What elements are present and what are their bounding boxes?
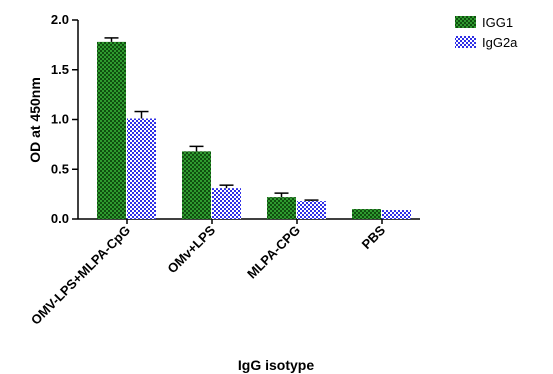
x-axis-title: IgG isotype <box>238 357 314 373</box>
bar-igg1-3 <box>352 209 381 219</box>
x-tick-label: OMv+LPS <box>164 222 218 276</box>
y-tick-label: 1.5 <box>51 62 69 77</box>
bar-igg2a-3 <box>382 210 411 219</box>
bar-igg1-2 <box>267 197 296 219</box>
x-tick-label: PBS <box>359 222 389 252</box>
y-axis-title: OD at 450nm <box>27 77 43 163</box>
bar-igg2a-1 <box>212 188 241 219</box>
x-tick-label: OMV-LPS+MLPA-CpG <box>28 223 133 328</box>
bar-igg2a-2 <box>297 201 326 219</box>
bar-igg1-0 <box>97 41 126 219</box>
legend: IGG1 IgG2a <box>455 15 518 50</box>
legend-swatch-igg2a <box>455 36 476 48</box>
bar-igg2a-0 <box>127 118 156 219</box>
x-ticks: OMV-LPS+MLPA-CpG OMv+LPS MLPA-CPG PBS <box>28 219 388 328</box>
x-tick-label: MLPA-CPG <box>244 223 303 282</box>
legend-label-igg1: IGG1 <box>482 15 513 30</box>
y-tick-label: 0.0 <box>51 211 69 226</box>
bars <box>97 41 411 219</box>
y-tick-label: 0.5 <box>51 161 69 176</box>
bar-igg1-1 <box>182 151 211 219</box>
y-ticks: 0.0 0.5 1.0 1.5 2.0 <box>51 12 78 226</box>
error-bars <box>104 37 319 202</box>
legend-label-igg2a: IgG2a <box>482 35 518 50</box>
y-tick-label: 2.0 <box>51 12 69 27</box>
y-tick-label: 1.0 <box>51 112 69 127</box>
legend-swatch-igg1 <box>455 16 476 28</box>
